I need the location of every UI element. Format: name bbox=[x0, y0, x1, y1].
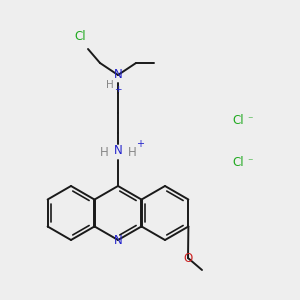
Text: H: H bbox=[106, 80, 114, 90]
Text: Cl: Cl bbox=[232, 155, 244, 169]
Text: +: + bbox=[114, 85, 122, 94]
Text: H: H bbox=[128, 146, 136, 158]
Text: N: N bbox=[114, 143, 122, 157]
Text: O: O bbox=[183, 251, 193, 265]
Text: H: H bbox=[100, 146, 108, 158]
Text: N: N bbox=[114, 68, 122, 82]
Text: ⁻: ⁻ bbox=[247, 115, 253, 125]
Text: Cl: Cl bbox=[74, 31, 86, 44]
Text: +: + bbox=[136, 139, 144, 149]
Text: N: N bbox=[114, 233, 122, 247]
Text: ⁻: ⁻ bbox=[247, 157, 253, 167]
Text: Cl: Cl bbox=[232, 113, 244, 127]
